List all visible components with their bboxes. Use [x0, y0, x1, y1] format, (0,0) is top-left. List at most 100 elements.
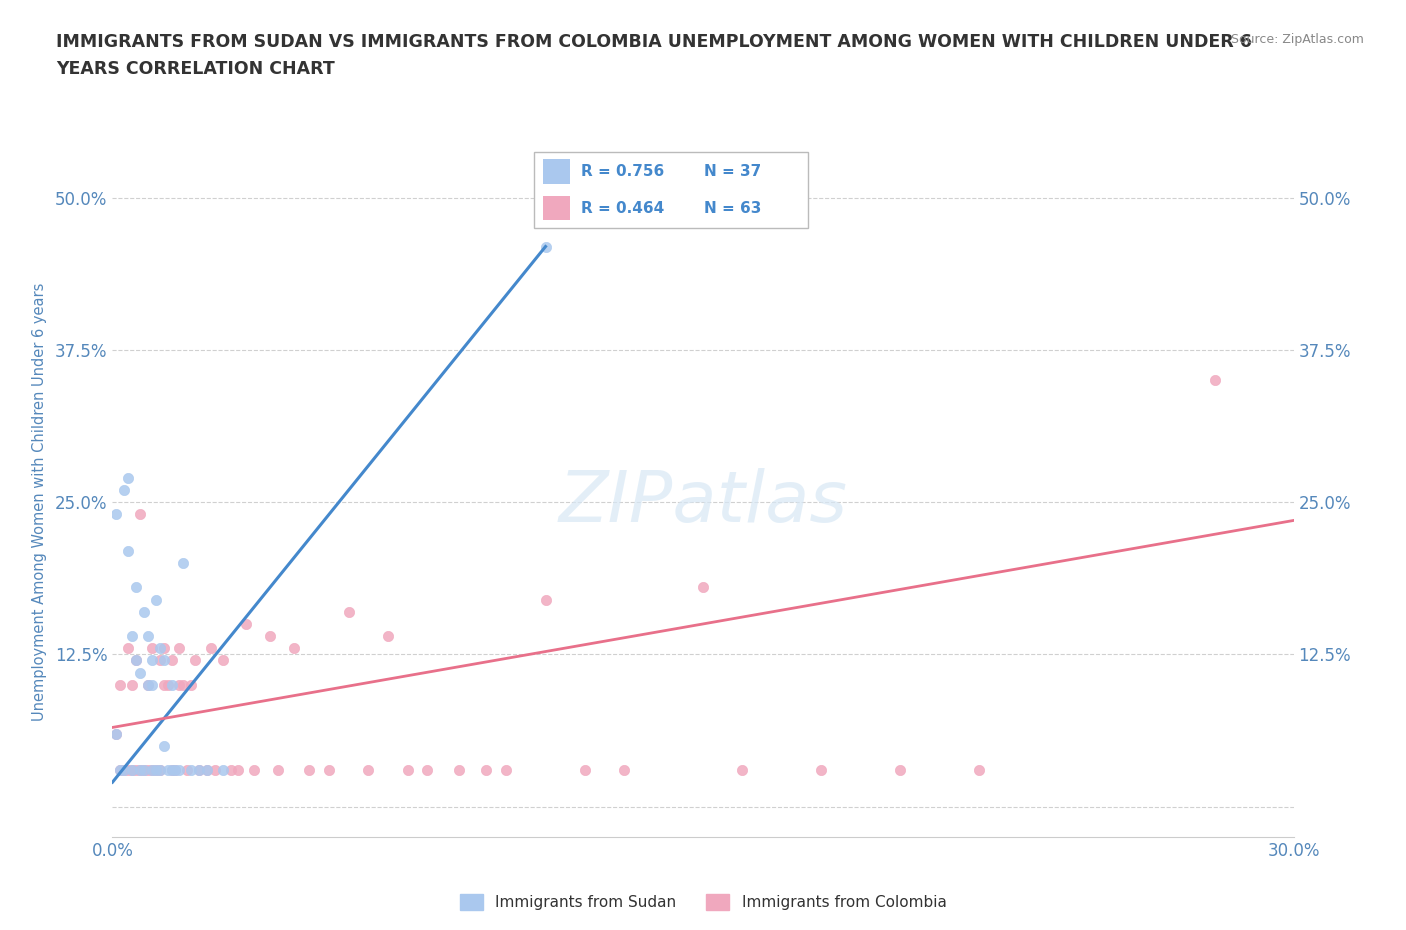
Point — [129, 763, 152, 777]
Point — [121, 763, 143, 777]
Point — [188, 763, 211, 777]
Point — [396, 763, 419, 777]
Point — [105, 507, 128, 522]
Point — [613, 763, 636, 777]
Point — [136, 677, 159, 692]
Point — [141, 653, 163, 668]
Point — [117, 763, 139, 777]
Text: ZIPatlas: ZIPatlas — [558, 468, 848, 537]
FancyBboxPatch shape — [534, 152, 808, 228]
Point — [1204, 373, 1226, 388]
Point — [211, 763, 233, 777]
Point — [141, 677, 163, 692]
Point — [169, 641, 191, 656]
Point — [125, 653, 148, 668]
Point — [152, 641, 174, 656]
Point — [152, 653, 174, 668]
Text: YEARS CORRELATION CHART: YEARS CORRELATION CHART — [56, 60, 335, 78]
Text: N = 37: N = 37 — [704, 164, 762, 179]
Point — [180, 677, 202, 692]
Point — [145, 763, 167, 777]
Point — [141, 763, 163, 777]
Point — [357, 763, 380, 777]
FancyBboxPatch shape — [543, 196, 569, 220]
Text: N = 63: N = 63 — [704, 201, 762, 216]
Point — [136, 677, 159, 692]
Point — [447, 763, 470, 777]
Point — [731, 763, 754, 777]
Point — [112, 763, 135, 777]
Point — [172, 555, 194, 570]
Point — [156, 763, 179, 777]
Legend: Immigrants from Sudan, Immigrants from Colombia: Immigrants from Sudan, Immigrants from C… — [454, 888, 952, 916]
Point — [141, 641, 163, 656]
Point — [188, 763, 211, 777]
Point — [298, 763, 321, 777]
Text: Source: ZipAtlas.com: Source: ZipAtlas.com — [1230, 33, 1364, 46]
Point — [377, 629, 399, 644]
Point — [129, 763, 152, 777]
Point — [243, 763, 266, 777]
Point — [200, 641, 222, 656]
Point — [112, 483, 135, 498]
Point — [149, 763, 172, 777]
Point — [117, 543, 139, 558]
Point — [117, 471, 139, 485]
Point — [141, 763, 163, 777]
Point — [267, 763, 290, 777]
Point — [416, 763, 439, 777]
Point — [129, 665, 152, 680]
Point — [169, 763, 191, 777]
Point — [160, 763, 183, 777]
Point — [132, 763, 155, 777]
Point — [160, 763, 183, 777]
Point — [152, 677, 174, 692]
Point — [125, 580, 148, 595]
Point — [534, 239, 557, 254]
Point — [129, 507, 152, 522]
Point — [149, 641, 172, 656]
Point — [283, 641, 305, 656]
Point — [125, 763, 148, 777]
Point — [165, 763, 187, 777]
Point — [574, 763, 596, 777]
Point — [228, 763, 250, 777]
Point — [810, 763, 832, 777]
Point — [149, 763, 172, 777]
Point — [318, 763, 340, 777]
Point — [149, 653, 172, 668]
Point — [211, 653, 233, 668]
Point — [219, 763, 242, 777]
Text: R = 0.464: R = 0.464 — [581, 201, 664, 216]
Point — [125, 653, 148, 668]
Point — [495, 763, 517, 777]
Point — [534, 592, 557, 607]
Point — [105, 726, 128, 741]
Y-axis label: Unemployment Among Women with Children Under 6 years: Unemployment Among Women with Children U… — [32, 283, 46, 722]
Point — [967, 763, 990, 777]
Point — [110, 763, 132, 777]
Point — [110, 677, 132, 692]
Point — [169, 677, 191, 692]
Point — [204, 763, 226, 777]
Point — [152, 738, 174, 753]
Point — [889, 763, 911, 777]
Point — [156, 677, 179, 692]
Point — [136, 629, 159, 644]
Text: IMMIGRANTS FROM SUDAN VS IMMIGRANTS FROM COLOMBIA UNEMPLOYMENT AMONG WOMEN WITH : IMMIGRANTS FROM SUDAN VS IMMIGRANTS FROM… — [56, 33, 1253, 50]
Point — [121, 677, 143, 692]
FancyBboxPatch shape — [543, 159, 569, 183]
Point — [110, 763, 132, 777]
Point — [121, 763, 143, 777]
Point — [105, 726, 128, 741]
Point — [172, 677, 194, 692]
Point — [235, 617, 257, 631]
Point — [112, 763, 135, 777]
Point — [692, 580, 714, 595]
Point — [180, 763, 202, 777]
Point — [117, 641, 139, 656]
Point — [259, 629, 281, 644]
Point — [195, 763, 218, 777]
Point — [136, 763, 159, 777]
Point — [165, 763, 187, 777]
